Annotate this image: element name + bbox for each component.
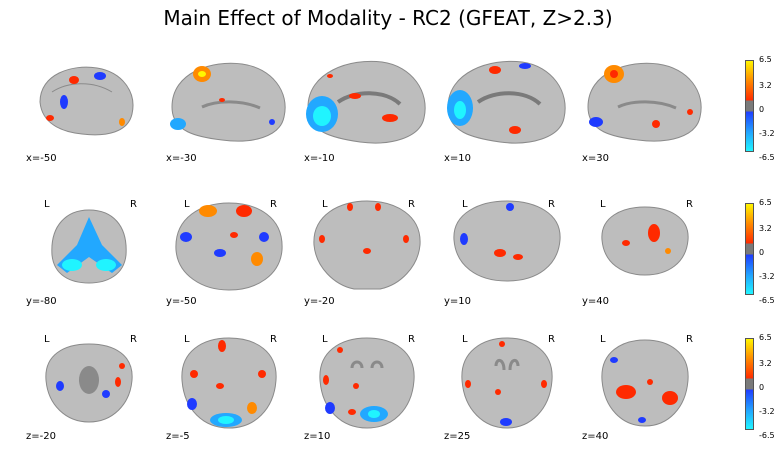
left-label: L <box>44 199 50 210</box>
left-label: L <box>462 199 468 210</box>
right-label: R <box>130 199 137 210</box>
brain-slice-image <box>170 62 286 142</box>
right-label: R <box>548 334 555 345</box>
sagittal-slice-5: x=30 <box>578 52 713 164</box>
right-label: R <box>548 199 555 210</box>
axial-slice-1: L R z=-20 <box>22 330 157 442</box>
slice-coordinate: x=-50 <box>26 153 57 164</box>
left-label: L <box>44 334 50 345</box>
brain-slice-image <box>587 62 702 142</box>
right-label: R <box>270 199 277 210</box>
left-label: L <box>600 334 606 345</box>
slice-coordinate: y=40 <box>582 296 610 307</box>
left-label: L <box>462 334 468 345</box>
brain-slice-image <box>45 343 133 423</box>
left-label: L <box>184 199 190 210</box>
sagittal-slice-1: x=-50 <box>22 52 157 164</box>
brain-slice-image <box>453 200 561 282</box>
brain-slice-image <box>51 209 127 284</box>
slice-coordinate: x=10 <box>444 153 472 164</box>
slice-coordinate: x=30 <box>582 153 610 164</box>
slice-coordinate: y=10 <box>444 296 472 307</box>
left-label: L <box>184 334 190 345</box>
brain-slice-image <box>175 202 283 291</box>
colorbar-tick: -6.5 <box>759 296 775 305</box>
slice-coordinate: z=40 <box>582 431 609 442</box>
coronal-slice-4: L R y=10 <box>440 195 575 307</box>
colorbar-tick: 0 <box>759 383 765 392</box>
colorbar-tick: -6.5 <box>759 431 775 440</box>
coronal-slice-5: L R y=40 <box>578 195 713 307</box>
slice-coordinate: z=-20 <box>26 431 56 442</box>
colorbar-tick: 0 <box>759 248 765 257</box>
axial-row: L R z=-20 L R z=-5 L R <box>0 330 776 445</box>
figure-title: Main Effect of Modality - RC2 (GFEAT, Z>… <box>163 6 613 30</box>
brain-slice-image <box>181 337 277 429</box>
slice-coordinate: x=-30 <box>166 153 197 164</box>
brain-slice-image <box>319 337 415 429</box>
slice-coordinate: z=10 <box>304 431 331 442</box>
right-label: R <box>270 334 277 345</box>
brain-slice-image <box>306 60 426 144</box>
left-label: L <box>600 199 606 210</box>
colorbar-tick: 6.5 <box>759 55 772 64</box>
right-label: R <box>408 199 415 210</box>
slice-coordinate: y=-80 <box>26 296 57 307</box>
colorbar-tick: 6.5 <box>759 198 772 207</box>
right-label: R <box>130 334 137 345</box>
colorbar-tick: -3.2 <box>759 272 775 281</box>
colorbar-tick: -6.5 <box>759 153 775 162</box>
right-label: R <box>686 334 693 345</box>
colorbar: 6.5 3.2 0 -3.2 -6.5 <box>745 195 775 305</box>
slice-coordinate: y=-20 <box>304 296 335 307</box>
colorbar-gradient <box>745 60 754 152</box>
sagittal-slice-3: x=-10 <box>300 52 435 164</box>
colorbar-tick: 3.2 <box>759 81 772 90</box>
colorbar-tick: 0 <box>759 105 765 114</box>
left-label: L <box>322 199 328 210</box>
slice-coordinate: y=-50 <box>166 296 197 307</box>
right-label: R <box>686 199 693 210</box>
brain-slice-image <box>447 60 566 144</box>
sagittal-slice-2: x=-30 <box>162 52 297 164</box>
coronal-slice-1: L R y=-80 <box>22 195 157 307</box>
axial-slice-3: L R z=10 <box>300 330 435 442</box>
colorbar: 6.5 3.2 0 -3.2 -6.5 <box>745 330 775 440</box>
colorbar-tick: -3.2 <box>759 129 775 138</box>
colorbar-tick: 3.2 <box>759 224 772 233</box>
coronal-slice-3: L R y=-20 <box>300 195 435 307</box>
colorbar-tick: 6.5 <box>759 333 772 342</box>
colorbar-gradient <box>745 338 754 430</box>
slice-coordinate: z=-5 <box>166 431 190 442</box>
brain-slice-image <box>601 339 689 427</box>
colorbar-gradient <box>745 203 754 295</box>
axial-slice-4: L R z=25 <box>440 330 575 442</box>
axial-slice-5: L R z=40 <box>578 330 713 442</box>
coronal-row: L R y=-80 L R y=-50 L R <box>0 195 776 310</box>
brain-slice-image <box>601 206 689 276</box>
brain-slice-image <box>39 66 134 136</box>
brain-slice-image <box>313 200 421 290</box>
sagittal-row: x=-50 x=-30 x=-10 <box>0 52 776 172</box>
colorbar-tick: 3.2 <box>759 359 772 368</box>
colorbar: 6.5 3.2 0 -3.2 -6.5 <box>745 52 775 162</box>
left-label: L <box>322 334 328 345</box>
sagittal-slice-4: x=10 <box>440 52 575 164</box>
coronal-slice-2: L R y=-50 <box>162 195 297 307</box>
slice-coordinate: z=25 <box>444 431 471 442</box>
slice-coordinate: x=-10 <box>304 153 335 164</box>
axial-slice-2: L R z=-5 <box>162 330 297 442</box>
right-label: R <box>408 334 415 345</box>
colorbar-tick: -3.2 <box>759 407 775 416</box>
brain-slice-image <box>461 337 553 429</box>
